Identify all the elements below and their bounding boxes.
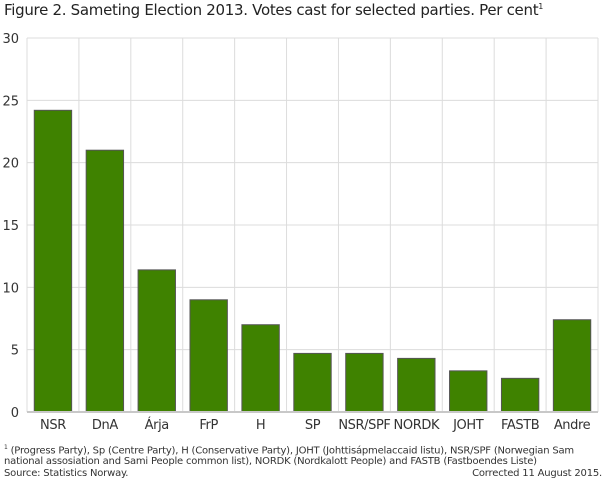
bar--rja	[137, 269, 176, 413]
x-tick-label: SP	[305, 418, 321, 433]
bar-sp	[293, 352, 332, 413]
y-tick-label: 15	[2, 219, 19, 234]
y-tick-label: 25	[2, 94, 19, 109]
x-tick-label: Árja	[145, 417, 169, 433]
bar-andre	[552, 319, 592, 413]
title-footnote-mark: 1	[538, 2, 544, 11]
source-note: Source: Statistics Norway.	[4, 468, 129, 479]
bar-chart: 0 5 10 15 20 25 30 NSR DnA Árja FrP H SP NSR/SPF NORDK…	[2, 32, 599, 433]
x-tick-label: FrP	[199, 418, 218, 433]
chart-title-text: Figure 2. Sameting Election 2013. Votes …	[4, 1, 539, 19]
x-tick-label: NORDK	[394, 418, 440, 433]
x-tick-label: DnA	[92, 418, 118, 433]
chart-title: Figure 2. Sameting Election 2013. Votes …	[4, 1, 543, 19]
x-tick-label: H	[256, 418, 265, 433]
bar-frp	[189, 299, 228, 413]
y-tick-label: 30	[2, 32, 19, 47]
bar-nsr	[33, 109, 73, 413]
x-tick-label: JOHT	[452, 418, 484, 433]
footnote-line-1: 1 (Progress Party), Sp (Centre Party), H…	[4, 444, 574, 456]
x-tick-label: NSR	[40, 418, 66, 433]
y-tick-label: 10	[2, 281, 19, 296]
x-tick-label: NSR/SPF	[338, 418, 390, 433]
bar-fastb	[500, 377, 540, 413]
y-tick-label: 20	[2, 157, 19, 172]
x-tick-label: Andre	[554, 418, 591, 433]
bar-h	[241, 324, 280, 413]
x-tick-label: FASTB	[501, 418, 539, 433]
bar-nsr-spf	[345, 352, 384, 413]
corrected-note: Corrected 11 August 2015.	[472, 468, 602, 479]
bar-joht	[449, 370, 488, 413]
y-tick-label: 0	[11, 406, 19, 421]
y-tick-label: 5	[11, 344, 19, 359]
footnote-line-2: national assosiation and Sami People com…	[4, 456, 537, 467]
bar-dna	[85, 149, 125, 413]
footnote-text-1: (Progress Party), Sp (Centre Party), H (…	[10, 445, 575, 457]
bar-nordk	[397, 357, 436, 413]
footnote-mark: 1	[4, 444, 8, 451]
